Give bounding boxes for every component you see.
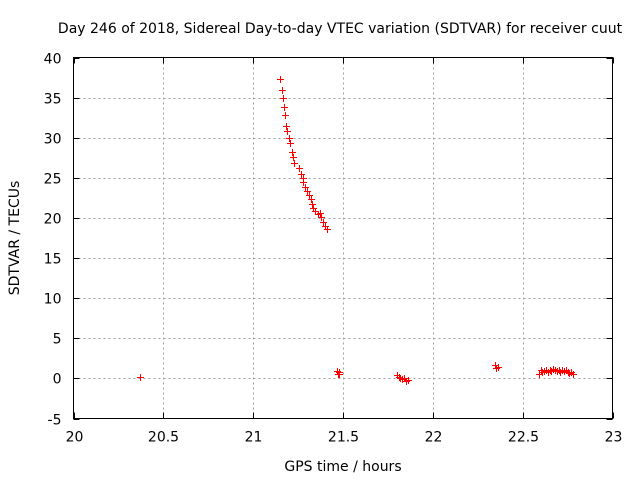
grid-layer — [73, 57, 613, 419]
x-axis-label: GPS time / hours — [284, 459, 401, 475]
data-point — [284, 128, 291, 135]
y-axis-label: SDTVAR / TECUs — [7, 181, 23, 296]
data-point — [281, 104, 288, 111]
data-point — [290, 154, 297, 161]
data-point — [298, 171, 305, 178]
data-point — [318, 214, 325, 221]
data-point — [306, 192, 313, 199]
y-tick-label: 25 — [44, 172, 62, 188]
data-point — [286, 135, 293, 142]
y-tick-label: 0 — [53, 372, 62, 388]
data-point — [300, 179, 307, 186]
data-point — [309, 201, 316, 208]
data-point — [405, 377, 412, 384]
y-tick-label: 10 — [44, 292, 62, 308]
data-point — [283, 123, 290, 130]
y-tick-label: 5 — [53, 332, 62, 348]
y-tick-label: 15 — [44, 252, 62, 268]
data-point — [317, 210, 324, 217]
data-point — [302, 184, 309, 191]
data-point — [137, 374, 144, 381]
data-point — [296, 165, 303, 172]
data-point — [279, 87, 286, 94]
x-tick-label: 21 — [245, 430, 263, 446]
data-point — [291, 160, 298, 167]
data-point — [304, 188, 311, 195]
data-point — [308, 196, 315, 203]
data-point — [289, 149, 296, 156]
y-tick-label: 20 — [44, 212, 62, 228]
data-layer — [137, 76, 577, 385]
y-tick-label: -5 — [48, 413, 62, 429]
x-tick-label: 20.5 — [148, 430, 179, 446]
data-point — [280, 95, 287, 102]
plot-area-frame — [73, 57, 613, 419]
data-point — [336, 371, 343, 378]
data-point — [570, 371, 577, 378]
data-point — [324, 226, 331, 233]
tick-layer: 20 20.5 21 21.5 22 22.5 23 -5 0 5 10 15 20 25 30 35 40 — [44, 52, 623, 446]
x-tick-label: 21.5 — [328, 430, 359, 446]
y-tick-label: 40 — [44, 52, 62, 68]
data-point — [287, 140, 294, 147]
x-tick-label: 23 — [605, 430, 623, 446]
data-point — [282, 112, 289, 119]
data-point — [320, 219, 327, 226]
data-point — [277, 76, 284, 83]
data-point — [495, 364, 502, 371]
y-tick-label: 30 — [44, 132, 62, 148]
y-tick-label: 35 — [44, 92, 62, 108]
x-tick-label: 22 — [425, 430, 443, 446]
x-tick-label: 20 — [66, 430, 84, 446]
chart-title: Day 246 of 2018, Sidereal Day-to-day VTE… — [58, 21, 623, 37]
x-tick-label: 22.5 — [508, 430, 539, 446]
data-point — [312, 208, 319, 215]
